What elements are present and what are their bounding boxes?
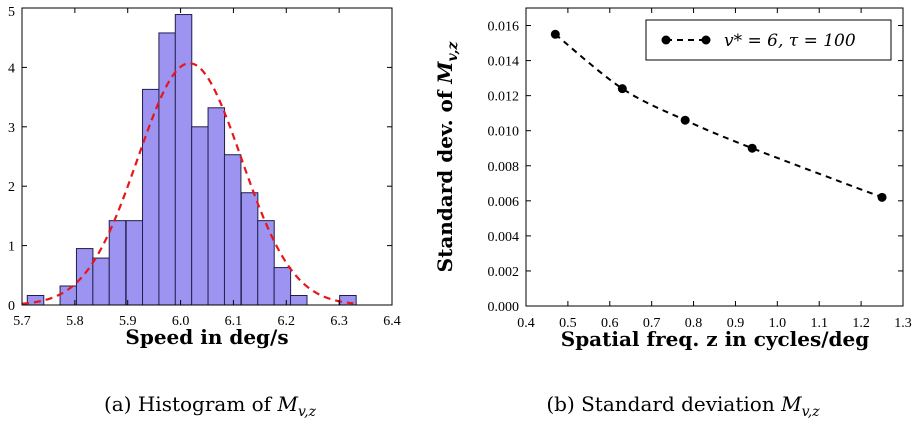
histogram-bar	[273, 267, 292, 306]
x-tick-label: 0.5	[559, 316, 577, 331]
x-tick-label: 6.3	[330, 314, 348, 329]
x-tick-label: 5.8	[66, 314, 84, 329]
x-tick-label: 1.3	[894, 316, 912, 331]
x-tick-label: 6.0	[172, 314, 190, 329]
histogram-bar	[240, 192, 259, 306]
histogram-bar	[75, 248, 94, 306]
std-panel: 0.4 0.5 0.6 0.7 0.8 0.9 1.0 1.1 1.2 1.3 0.000 0.002…	[433, 7, 912, 420]
y-tick-label: 4	[8, 61, 15, 76]
y-tick-label: 0.000	[488, 300, 520, 315]
legend-marker	[661, 35, 671, 45]
histogram-caption: (a) Histogram of Mv,z​	[104, 392, 317, 420]
histogram-bars	[26, 14, 357, 306]
histogram-bar	[191, 126, 209, 306]
x-tick-label: 1.1	[810, 316, 828, 331]
y-tick-label: 0.014	[488, 55, 520, 70]
x-tick-label: 5.9	[119, 314, 137, 329]
x-tick-label: 6.1	[225, 314, 243, 329]
histogram-bar	[174, 14, 193, 306]
x-tick-label: 0.7	[643, 316, 661, 331]
y-tick-label: 5	[8, 5, 15, 20]
x-tick-label: 0.9	[727, 316, 745, 331]
data-point	[550, 29, 560, 39]
histogram-bar	[26, 294, 45, 306]
normal-fit-curve	[21, 62, 354, 305]
histogram-axes-frame	[21, 7, 393, 306]
y-tick-label: 1	[8, 240, 15, 255]
x-tick-label: 0.6	[601, 316, 619, 331]
y-tick-label: 0.008	[488, 160, 520, 175]
histogram-bar	[207, 107, 226, 306]
x-tick-label: 0.4	[517, 316, 535, 331]
histogram-bar	[125, 220, 144, 306]
std-caption: (b) Standard deviation Mv,z​	[546, 392, 820, 420]
std-axes-frame	[525, 7, 904, 307]
x-tick-label: 6.2	[278, 314, 296, 329]
x-tick-label: 1.2	[852, 316, 870, 331]
y-tick-label: 0.012	[488, 90, 520, 105]
histogram-bar	[142, 88, 160, 306]
histogram-bar	[223, 154, 242, 306]
x-tick-label: 0.8	[685, 316, 703, 331]
x-tick-label: 1.0	[769, 316, 787, 331]
y-tick-label: 0	[8, 299, 15, 314]
legend-box	[645, 19, 892, 61]
y-tick-label: 0.004	[488, 230, 520, 245]
std-ticks: 0.4 0.5 0.6 0.7 0.8 0.9 1.0 1.1 1.2 1.3 0.000 0.002…	[488, 8, 912, 331]
data-point	[617, 84, 627, 94]
std-series-points	[550, 29, 887, 202]
histogram-bar	[92, 257, 110, 306]
histogram-bar	[108, 220, 127, 306]
histogram-bar	[257, 220, 275, 306]
y-tick-label: 0.002	[488, 265, 520, 280]
data-point	[877, 192, 887, 202]
x-tick-label: 5.7	[13, 314, 31, 329]
y-tick-label: 0.016	[488, 20, 520, 35]
data-point	[747, 143, 757, 153]
legend-marker	[701, 35, 711, 45]
y-tick-label: 2	[8, 180, 15, 195]
std-x-axis-label: Spatial freq. z in cycles/deg	[561, 327, 870, 351]
data-point	[680, 115, 690, 125]
y-tick-label: 0.006	[488, 195, 520, 210]
x-tick-label: 6.4	[383, 314, 401, 329]
std-y-axis-label: Standard dev. of Mv,z​	[433, 41, 461, 273]
histogram-bar	[290, 294, 308, 306]
y-tick-label: 3	[8, 121, 15, 136]
histogram-x-axis-label: Speed in deg/s	[125, 325, 288, 349]
histogram-ticks: 5.7 5.8 5.9 6.0 6.1 6.2 6.3 6.4 0 1 2 3 4 5	[8, 5, 401, 329]
legend-label: v* = 6, τ = 100	[724, 31, 856, 51]
legend: v* = 6, τ = 100	[645, 19, 892, 61]
y-tick-label: 0.010	[488, 125, 520, 140]
histogram-panel: 5.7 5.8 5.9 6.0 6.1 6.2 6.3 6.4 0 1 2 3 4 5 Speed in …	[8, 5, 401, 420]
